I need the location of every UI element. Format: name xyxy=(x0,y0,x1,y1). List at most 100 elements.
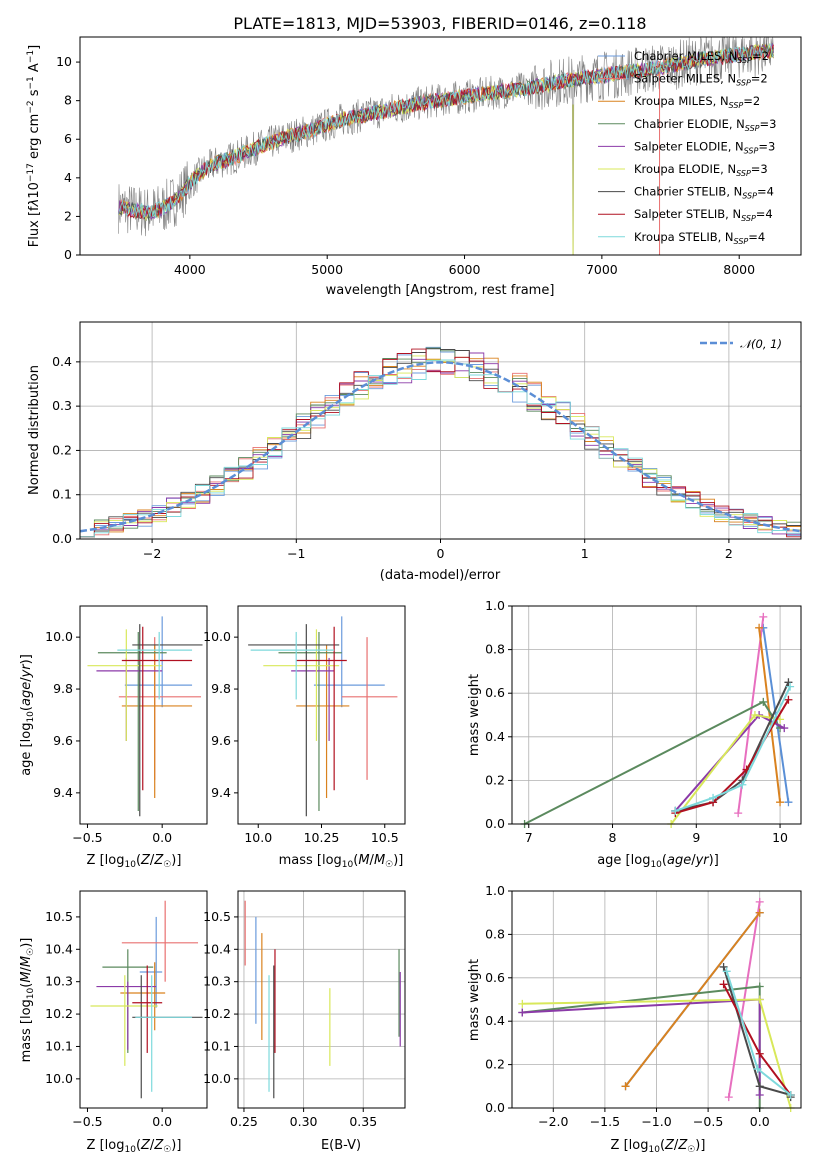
y-tick-label: 0.6 xyxy=(485,970,505,985)
x-tick-label: 10 xyxy=(772,830,788,845)
weight-point-marker xyxy=(738,780,747,789)
x-tick-label: 7 xyxy=(525,830,533,845)
y-tick-label: 0 xyxy=(64,247,72,262)
weight-point-marker xyxy=(755,623,764,632)
x-tick-label: 8000 xyxy=(723,262,755,277)
y-tick-label: 10.0 xyxy=(45,629,73,644)
weight-point-marker xyxy=(621,1082,630,1091)
y-tick-label: 0.4 xyxy=(485,1013,505,1028)
y-tick-label: 10.0 xyxy=(203,1071,231,1086)
p8-ylabel: mass weight xyxy=(467,959,482,1041)
x-tick-label: 8 xyxy=(609,830,617,845)
weight-point-marker xyxy=(719,962,728,971)
weight-point-marker xyxy=(722,967,731,976)
y-tick-label: 0.6 xyxy=(485,685,505,700)
y-tick-label: 0.3 xyxy=(52,398,72,413)
legend-label: Chabrier MILES, NSSP=2 xyxy=(634,49,769,65)
x-tick-label: 2 xyxy=(725,546,733,561)
figure-title: PLATE=1813, MJD=53903, FIBERID=0146, z=0… xyxy=(233,14,646,33)
weight-point-marker xyxy=(780,724,789,733)
weight-vs-age-panel: 7 8 9 10 0.0 0.2 0.4 0.6 0.8 1.0 xyxy=(485,598,802,845)
y-tick-label: 2 xyxy=(64,208,72,223)
spectrum-xlabel: wavelength [Angstrom, rest frame] xyxy=(326,283,555,298)
weight-point-marker xyxy=(755,1090,764,1099)
weight-point-marker xyxy=(719,980,728,989)
weight-point-marker xyxy=(750,711,759,719)
x-tick-label: 9 xyxy=(692,830,700,845)
spectrum-ticks: 4000 5000 6000 7000 8000 0 2 4 6 8 10 xyxy=(56,54,755,277)
y-tick-label: 0.0 xyxy=(52,531,72,546)
histogram-ylabel: Normed distribution xyxy=(27,365,42,495)
y-tick-label: 1.0 xyxy=(485,883,505,898)
weight-point-marker xyxy=(786,682,795,691)
y-tick-label: 0.1 xyxy=(52,487,72,502)
p4-xlabel: mass [log10(M/M☉)] xyxy=(279,853,404,870)
weight-point-marker xyxy=(671,806,680,815)
p6-ylabel: mass [log10(M/M☉)] xyxy=(19,938,36,1063)
normal-curve xyxy=(79,361,802,533)
z-vs-age-panel: −0.5 0.0 9.4 9.6 9.8 10.0 xyxy=(45,605,208,845)
histogram-step-line xyxy=(80,359,801,538)
y-tick-label: 0.2 xyxy=(485,1057,505,1072)
normal-legend-label: 𝒩(0, 1) xyxy=(740,337,782,351)
y-tick-label: 10 xyxy=(56,54,72,69)
weight-point-marker xyxy=(755,1049,764,1058)
legend-label: Kroupa MILES, NSSP=2 xyxy=(634,94,760,110)
weight-point-marker xyxy=(709,793,718,802)
legend-label: Kroupa ELODIE, NSSP=3 xyxy=(634,162,768,178)
weight-point-marker xyxy=(784,678,793,687)
p6-xlabel: Z [log10(Z/Z☉)] xyxy=(87,1138,182,1155)
p5-ylabel: mass weight xyxy=(467,674,482,756)
y-tick-label: 6 xyxy=(64,131,72,146)
histogram-plot-area xyxy=(79,322,802,540)
weight-point-marker xyxy=(753,1064,762,1073)
y-tick-label: 4 xyxy=(64,170,72,185)
y-tick-label: 10.0 xyxy=(203,629,231,644)
spectrum-frame xyxy=(79,36,802,256)
y-tick-label: 0.4 xyxy=(485,729,505,744)
y-tick-label: 10.1 xyxy=(203,1038,231,1053)
z-vs-mass-panel: −0.5 0.0 10.0 10.1 10.2 10.3 10.4 10.5 xyxy=(45,890,208,1129)
mass-vs-age-panel: 10.0 10.25 10.5 9.4 9.6 9.8 10.0 xyxy=(203,605,406,845)
weight-vs-z-panel: −2.0 −1.5 −1.0 −0.5 0.0 0.0 0.2 0.4 0.6 0.8 1.0 xyxy=(485,883,802,1129)
x-tick-label: 7000 xyxy=(586,262,618,277)
spectrum-plot-area xyxy=(118,36,774,256)
axes-frame xyxy=(237,890,406,1109)
x-tick-label: 0.30 xyxy=(290,1114,318,1129)
weight-point-marker xyxy=(759,612,768,621)
x-tick-label: 10.25 xyxy=(304,830,340,845)
p7-xlabel: E(B-V) xyxy=(321,1138,361,1153)
legend-label: Kroupa STELIB, NSSP=4 xyxy=(634,230,765,246)
x-tick-label: 4000 xyxy=(174,262,206,277)
weight-point-marker xyxy=(755,1082,764,1091)
x-tick-label: −2 xyxy=(143,546,161,561)
y-tick-label: 8 xyxy=(64,93,72,108)
spectrum-ylabel: Flux [fλ10−17 erg cm−2 s−1 A−1] xyxy=(26,45,42,247)
x-tick-label: −0.5 xyxy=(693,1114,723,1129)
weight-point-marker xyxy=(724,1093,733,1102)
x-tick-label: 0.25 xyxy=(230,1114,258,1129)
weight-series-line xyxy=(524,700,781,825)
weight-point-marker xyxy=(518,1008,527,1017)
y-tick-label: 9.8 xyxy=(211,681,231,696)
y-tick-label: 10.0 xyxy=(45,1071,73,1086)
y-tick-label: 1.0 xyxy=(485,598,505,613)
weight-series-line xyxy=(522,985,761,1108)
legend-label: Salpeter STELIB, NSSP=4 xyxy=(634,207,773,223)
y-tick-label: 9.8 xyxy=(53,681,73,696)
y-tick-label: 10.3 xyxy=(203,974,231,989)
y-tick-label: 10.4 xyxy=(203,941,231,956)
x-tick-label: −2.0 xyxy=(538,1114,568,1129)
x-tick-label: −1.0 xyxy=(641,1114,671,1129)
histogram-xlabel: (data-model)/error xyxy=(380,568,501,583)
weight-point-marker xyxy=(755,982,764,991)
ebv-vs-mass-panel: 0.25 0.30 0.35 10.0 10.1 10.2 10.3 10.4 10.5 xyxy=(203,890,406,1129)
x-tick-label: 0.0 xyxy=(152,830,172,845)
y-tick-label: 10.3 xyxy=(45,974,73,989)
x-tick-label: 0.0 xyxy=(152,1114,172,1129)
x-tick-label: −1.5 xyxy=(590,1114,620,1129)
axes-frame xyxy=(511,605,802,825)
y-tick-label: 0.2 xyxy=(485,772,505,787)
y-tick-label: 10.1 xyxy=(45,1038,73,1053)
